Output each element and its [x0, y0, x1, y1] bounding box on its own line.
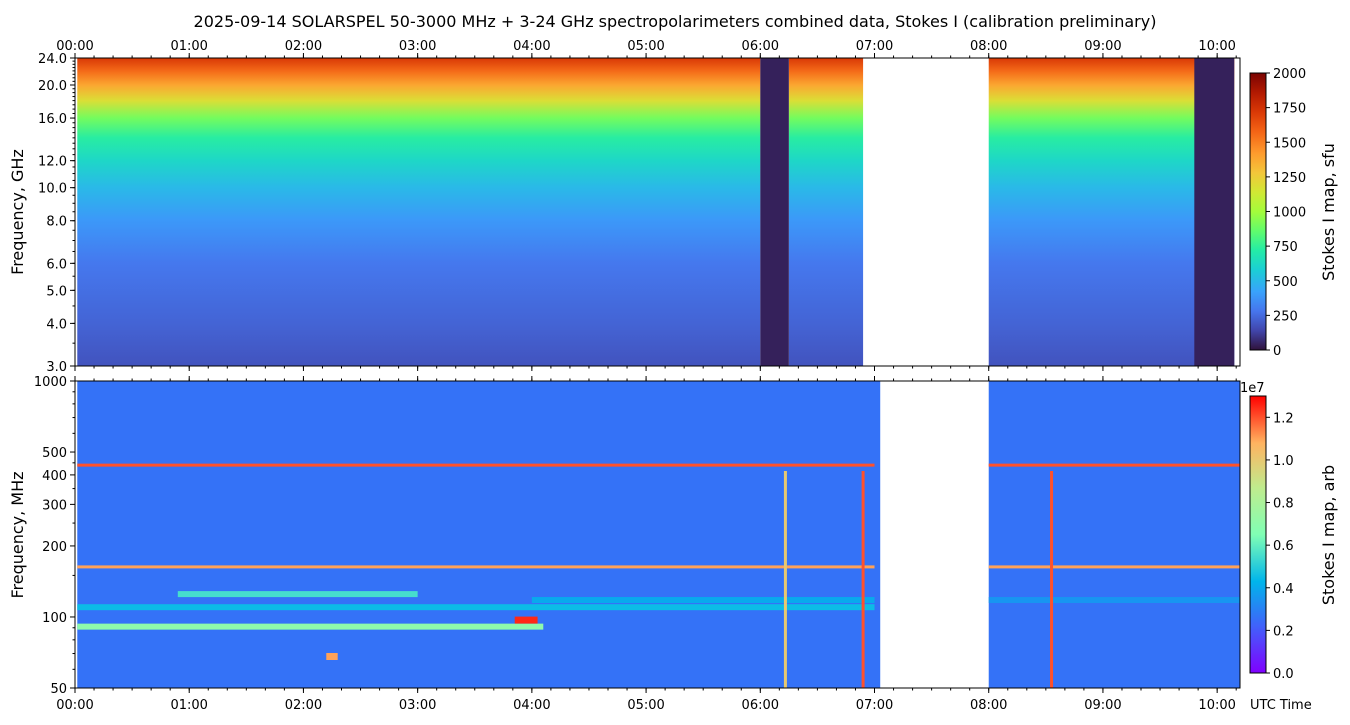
bottom-band-0: [77, 623, 544, 630]
bottom-data-segment-1: [988, 381, 1240, 688]
top-x-tick-label: 01:00: [170, 39, 207, 54]
top-y-tick-label: 8.0: [46, 215, 67, 230]
bottom-data-segment-0: [77, 381, 881, 688]
bottom-x-tick-label: 06:00: [742, 698, 779, 713]
bottom-x-tick-label: 09:00: [1084, 698, 1121, 713]
top-colorbar-tick-label: 1500: [1273, 136, 1306, 151]
bottom-y-tick-label: 100: [42, 611, 67, 626]
top-data-segment-1: [788, 58, 864, 366]
top-ylabel: Frequency, GHz: [8, 149, 27, 275]
top-x-tick-label: 09:00: [1084, 39, 1121, 54]
figure-title: 2025-09-14 SOLARSPEL 50-3000 MHz + 3-24 …: [194, 12, 1157, 31]
top-y-tick-label: 12.0: [38, 155, 67, 170]
bottom-colorbar-tick-label: 1.2: [1273, 411, 1294, 426]
top-y-tick-label: 20.0: [38, 79, 67, 94]
bottom-colorbar-tick-label: 0.0: [1273, 667, 1294, 682]
top-colorbar-tick-label: 1000: [1273, 206, 1306, 221]
bottom-spike-12: [1050, 471, 1054, 688]
top-x-tick-label: 05:00: [627, 39, 664, 54]
bottom-x-tick-label: 08:00: [970, 698, 1007, 713]
top-y-tick-label: 3.0: [46, 360, 67, 375]
bottom-y-tick-label: 50: [50, 682, 67, 697]
bottom-line-8: [988, 463, 1240, 467]
top-data-segment-0: [77, 58, 761, 366]
bottom-band-1: [77, 604, 875, 611]
top-colorbar-tick-label: 1250: [1273, 171, 1306, 186]
top-colorbar-tick-label: 250: [1273, 309, 1298, 324]
top-y-tick-label: 6.0: [46, 257, 67, 272]
bottom-x-tick-label: 04:00: [513, 698, 550, 713]
top-x-tick-label: 04:00: [513, 39, 550, 54]
bottom-colorbar-tick-label: 1.0: [1273, 454, 1294, 469]
bottom-colorbar-tick-label: 0.6: [1273, 539, 1294, 554]
top-y-tick-label: 16.0: [38, 112, 67, 127]
axes-layer: 00:00 00:00 01:00 01:00 02:00 02:00 03:00 03:00…: [34, 39, 1306, 713]
top-colorbar-tick-label: 750: [1273, 240, 1298, 255]
bottom-burst-10: [326, 652, 338, 660]
bottom-y-tick-label: 500: [42, 446, 67, 461]
bottom-y-tick-label: 1000: [34, 375, 67, 390]
bottom-x-tick-label: 05:00: [627, 698, 664, 713]
bottom-band-4: [988, 597, 1240, 604]
bottom-x-tick-label: 01:00: [170, 698, 207, 713]
top-y-tick-label: 4.0: [46, 317, 67, 332]
top-x-tick-label: 08:00: [970, 39, 1007, 54]
bottom-colorbar-tick-label: 0.2: [1273, 624, 1294, 639]
top-x-tick-label: 06:00: [742, 39, 779, 54]
top-colorbar: [1249, 72, 1267, 351]
top-colorbar-label: Stokes I map, sfu: [1319, 143, 1338, 281]
top-x-tick-label: 07:00: [856, 39, 893, 54]
top-y-tick-label: 5.0: [46, 284, 67, 299]
bottom-colorbar-label: Stokes I map, arb: [1319, 465, 1338, 605]
bottom-x-tick-label: 02:00: [285, 698, 322, 713]
bottom-burst-9: [514, 616, 538, 624]
top-colorbar-tick-label: 500: [1273, 275, 1298, 290]
bottom-band-2: [177, 591, 418, 598]
bottom-y-tick-label: 200: [42, 540, 67, 555]
top-x-tick-label: 00:00: [56, 39, 93, 54]
bottom-band-3: [531, 597, 875, 604]
top-colorbar-tick-label: 2000: [1273, 67, 1306, 82]
bottom-spike-13: [783, 471, 787, 688]
top-x-tick-label: 02:00: [285, 39, 322, 54]
bottom-line-7: [77, 463, 875, 467]
bottom-x-tick-label: 03:00: [399, 698, 436, 713]
bottom-heatmap: [77, 381, 1240, 688]
top-colorbar-tick-label: 1750: [1273, 102, 1306, 117]
top-heatmap: [77, 58, 1235, 366]
top-y-tick-label: 24.0: [38, 52, 67, 67]
bottom-x-tick-label: 10:00: [1198, 698, 1235, 713]
bottom-y-tick-label: 300: [42, 498, 67, 513]
x-axis-label: UTC Time: [1250, 698, 1312, 713]
top-dropout-1: [1194, 58, 1235, 366]
bottom-line-5: [77, 565, 875, 569]
bottom-ylabel: Frequency, MHz: [8, 471, 27, 598]
bottom-spike-11: [861, 471, 865, 688]
bottom-line-6: [988, 565, 1240, 569]
bottom-y-tick-label: 400: [42, 469, 67, 484]
bottom-colorbar: [1249, 395, 1267, 674]
top-colorbar-tick-label: 0: [1273, 344, 1281, 359]
bottom-x-tick-label: 00:00: [56, 698, 93, 713]
bottom-colorbar-exponent: 1e7: [1240, 381, 1265, 396]
bottom-colorbar-tick-label: 0.4: [1273, 582, 1294, 597]
top-x-tick-label: 10:00: [1198, 39, 1235, 54]
top-dropout-0: [760, 58, 789, 366]
top-x-tick-label: 03:00: [399, 39, 436, 54]
bottom-colorbar-tick-label: 0.8: [1273, 497, 1294, 512]
bottom-x-tick-label: 07:00: [856, 698, 893, 713]
top-data-segment-2: [988, 58, 1235, 366]
top-y-tick-label: 10.0: [38, 182, 67, 197]
panel-frame-1: [74, 380, 1241, 689]
